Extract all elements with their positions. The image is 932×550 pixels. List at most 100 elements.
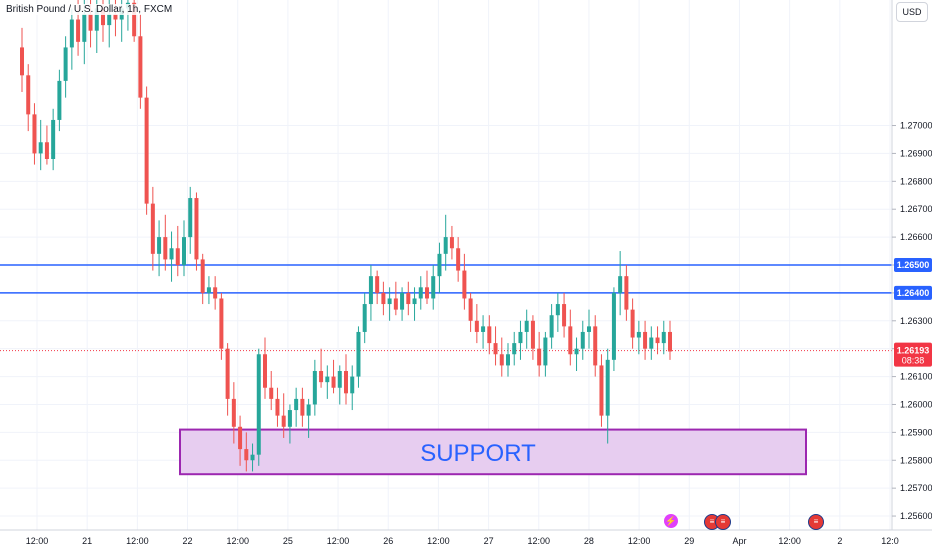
candle-body bbox=[412, 298, 417, 305]
horizontal-level-lines bbox=[0, 264, 892, 352]
time-axis[interactable]: 12:00 21 12:00 22 12:00 25 12:00 26 12:00 27 12:00… bbox=[26, 536, 899, 546]
candle-body bbox=[269, 387, 274, 399]
candle-body bbox=[44, 142, 49, 159]
lightning-icon[interactable]: ⚡ bbox=[664, 514, 678, 528]
candle bbox=[350, 365, 355, 411]
candle-body bbox=[599, 365, 604, 416]
candle-body bbox=[219, 298, 224, 349]
time-tick-label: 12:00 bbox=[226, 536, 249, 546]
candle-body bbox=[387, 298, 392, 305]
candle-body bbox=[618, 276, 623, 293]
candle-body bbox=[611, 292, 616, 360]
candle bbox=[437, 242, 442, 293]
candle-body bbox=[381, 292, 386, 305]
candle bbox=[150, 186, 155, 271]
us-flag-icon[interactable]: ≡ bbox=[715, 514, 731, 530]
currency-button[interactable]: USD bbox=[896, 2, 928, 22]
time-tick-label: Apr bbox=[732, 536, 746, 546]
candle bbox=[182, 220, 186, 277]
candle bbox=[512, 331, 517, 366]
candle-body bbox=[624, 276, 629, 310]
candle-body bbox=[524, 320, 529, 332]
candle bbox=[474, 304, 479, 344]
candle bbox=[163, 214, 168, 271]
symbol-title[interactable]: British Pound / U.S. Dollar, 1h, FXCM bbox=[4, 4, 175, 15]
candle bbox=[543, 331, 548, 377]
candle bbox=[493, 326, 498, 366]
candle-body bbox=[393, 298, 398, 310]
candle bbox=[555, 292, 560, 332]
candle bbox=[562, 292, 567, 338]
candle bbox=[51, 108, 56, 171]
candle-body bbox=[356, 331, 361, 377]
candle bbox=[418, 276, 423, 310]
candle-body bbox=[543, 337, 548, 366]
candle bbox=[599, 354, 604, 427]
time-tick-label: 12:00 bbox=[527, 536, 550, 546]
candle-body bbox=[206, 287, 211, 293]
candle-body bbox=[425, 287, 429, 299]
candle bbox=[611, 287, 616, 371]
candle-body bbox=[518, 331, 523, 344]
price-tick-label: 1.25600 bbox=[900, 511, 932, 521]
candle bbox=[20, 27, 24, 93]
time-tick-label: 26 bbox=[383, 536, 393, 546]
time-tick-label: 12:00 bbox=[327, 536, 350, 546]
candle-body bbox=[668, 331, 672, 352]
candle-body bbox=[150, 203, 155, 254]
countdown-label: 08:38 bbox=[902, 356, 925, 366]
candle bbox=[649, 326, 654, 360]
candle bbox=[518, 320, 523, 360]
candle bbox=[618, 251, 623, 316]
candle-body bbox=[169, 248, 174, 260]
candle-body bbox=[649, 337, 654, 349]
candle-body bbox=[82, 13, 87, 42]
level-tag-label: 1.26500 bbox=[897, 260, 930, 270]
time-tick-label: 12:00 bbox=[628, 536, 651, 546]
candle-body bbox=[238, 426, 243, 450]
candle bbox=[138, 13, 143, 109]
candle bbox=[337, 365, 342, 405]
candle-body bbox=[400, 292, 405, 310]
candle-body bbox=[113, 13, 118, 20]
candle bbox=[306, 398, 311, 438]
candle bbox=[281, 393, 286, 438]
candle-body bbox=[231, 398, 236, 427]
candle bbox=[630, 298, 635, 349]
price-axis[interactable]: 1.27000 1.26900 1.26800 1.26700 1.26600 1.265… bbox=[892, 121, 932, 522]
candle bbox=[400, 287, 405, 321]
candle bbox=[287, 404, 292, 444]
candle-body bbox=[281, 415, 286, 427]
candle bbox=[38, 119, 43, 171]
candle bbox=[425, 270, 429, 305]
candle bbox=[144, 86, 149, 215]
candle bbox=[213, 276, 218, 310]
candle-body bbox=[350, 376, 355, 394]
candle bbox=[462, 253, 467, 310]
time-tick-label: 12:00 bbox=[427, 536, 450, 546]
candle-body bbox=[76, 19, 81, 42]
candle-body bbox=[63, 47, 68, 81]
candle bbox=[244, 432, 249, 472]
us-flag-icon[interactable]: ≡ bbox=[808, 514, 824, 530]
candle bbox=[344, 354, 348, 405]
candle bbox=[362, 292, 367, 344]
candle bbox=[655, 326, 660, 355]
candle bbox=[406, 281, 411, 316]
price-tick-label: 1.26700 bbox=[900, 204, 932, 214]
candle bbox=[238, 415, 243, 466]
candle-body bbox=[263, 354, 267, 388]
candle-body bbox=[580, 331, 585, 349]
candle bbox=[300, 387, 305, 427]
time-tick-label: 12:00 bbox=[126, 536, 149, 546]
candle-body bbox=[431, 276, 436, 299]
candle bbox=[530, 315, 535, 360]
candle-body bbox=[244, 449, 249, 461]
candle-body bbox=[32, 114, 37, 154]
candle-body bbox=[26, 75, 31, 115]
candle bbox=[356, 326, 361, 388]
support-zone: SUPPORT bbox=[179, 428, 807, 476]
candle bbox=[668, 320, 672, 360]
